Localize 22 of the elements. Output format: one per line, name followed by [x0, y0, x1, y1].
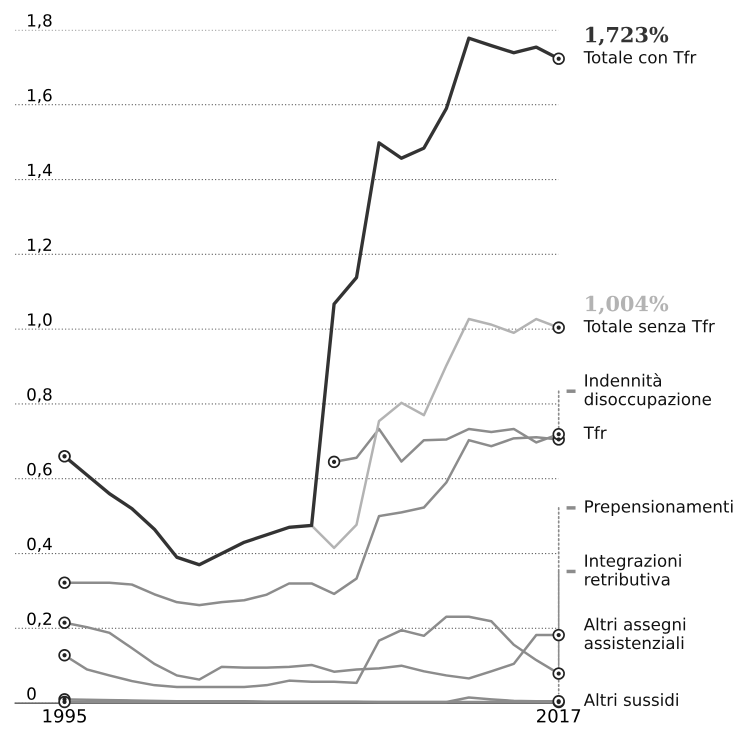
y-tick-label: 1,4: [28, 164, 52, 178]
y-tick-label: 1,0: [28, 313, 52, 328]
y-tick-label: 0,4: [27, 538, 52, 552]
y-tick-label: 1,8: [28, 14, 52, 28]
series-label: Totale senza Tfr: [584, 320, 715, 332]
text: 1,004%: [586, 296, 668, 315]
legend-label: Prepensionamenti: [585, 500, 733, 516]
y-tick-label: 0: [27, 687, 36, 700]
y-tick-label: 0,6: [27, 462, 52, 478]
y-tick-label: 1,6: [28, 88, 52, 104]
series-label: Altri sussidi: [584, 693, 678, 706]
x-tick-label: 2017: [537, 708, 580, 723]
series-label: Tfr: [584, 426, 607, 439]
series-label: Totale con Tfr: [584, 50, 696, 64]
text: 1,723%: [586, 26, 668, 46]
legend-label: Indennità disoccupazione: [584, 373, 711, 409]
y-tick-label: 0,2: [27, 612, 52, 627]
y-tick-label: 0,8: [27, 388, 52, 402]
series-label: Altri assegni assistenziali: [584, 618, 686, 650]
y-tick-label: 1,2: [28, 238, 52, 253]
legend-label: Integrazioni retributiva: [585, 554, 681, 586]
x-tick-label: 1995: [44, 708, 86, 723]
